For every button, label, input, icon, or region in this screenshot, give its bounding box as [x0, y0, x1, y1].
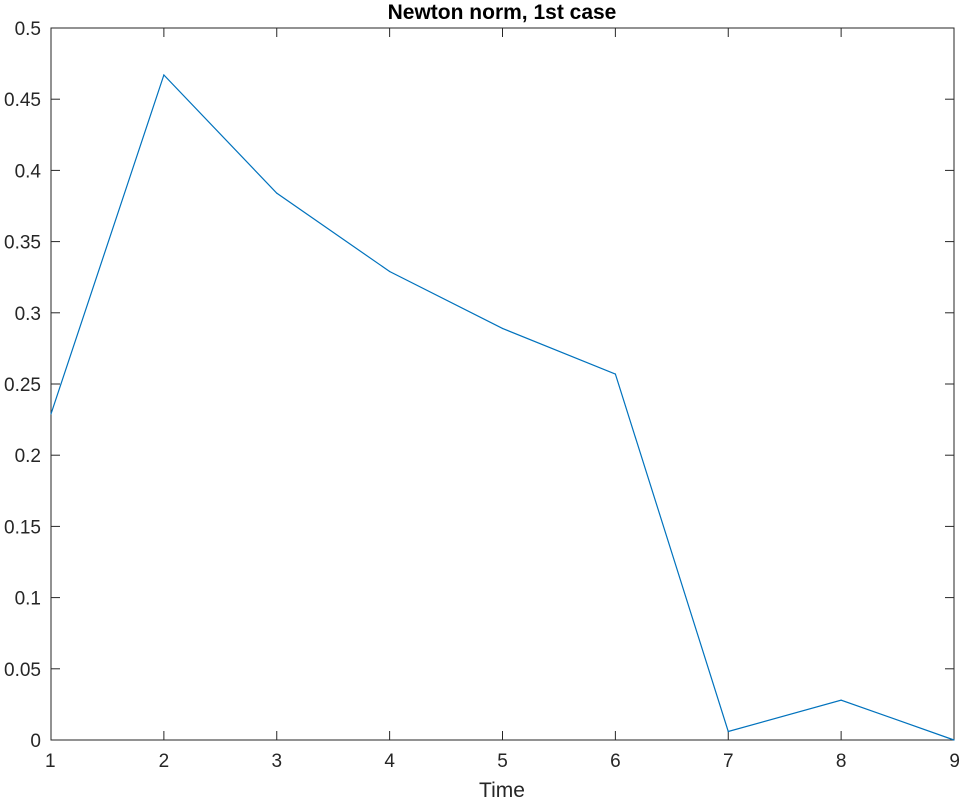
- data-point: [163, 74, 165, 76]
- y-tick-label: 0.3: [15, 304, 41, 325]
- y-tick-label: 0.25: [4, 375, 41, 396]
- x-axis: 1 2 3 4 5 6 7 8 9: [45, 28, 960, 772]
- x-tick-label: 3: [271, 751, 282, 772]
- x-tick-label: 5: [497, 751, 508, 772]
- y-tick-label: 0.4: [15, 161, 42, 182]
- y-tick-label: 0.15: [4, 517, 41, 538]
- x-tick-label: 7: [723, 751, 734, 772]
- y-tick-label: 0.05: [4, 660, 41, 681]
- data-point: [276, 192, 278, 194]
- chart-title: Newton norm, 1st case: [388, 1, 617, 24]
- data-point: [727, 730, 729, 733]
- data-point: [389, 270, 391, 273]
- y-tick-label: 0.45: [4, 90, 41, 111]
- x-tick-label: 1: [45, 751, 56, 772]
- data-point: [953, 739, 955, 741]
- y-axis: 0 0.05 0.1 0.15 0.2 0.25 0.3 0.35 0.4 0.45 0.5: [4, 19, 954, 752]
- y-tick-label: 0: [30, 731, 41, 752]
- x-tick-label: 6: [610, 751, 621, 772]
- x-axis-title: Time: [479, 779, 525, 800]
- y-tick-label: 0.35: [4, 233, 41, 254]
- data-point: [614, 373, 616, 375]
- x-tick-label: 8: [836, 751, 847, 772]
- series-layer: [50, 73, 955, 741]
- data-point: [50, 413, 52, 415]
- y-tick-label: 0.1: [15, 589, 41, 610]
- x-tick-label: 2: [159, 751, 170, 772]
- x-tick-label: 9: [949, 751, 960, 772]
- y-tick-label: 0.2: [15, 446, 41, 467]
- data-point: [501, 327, 504, 330]
- y-tick-label: 0.5: [15, 19, 41, 40]
- plot-area: [50, 27, 955, 741]
- x-tick-label: 4: [384, 751, 395, 772]
- data-point: [840, 699, 842, 701]
